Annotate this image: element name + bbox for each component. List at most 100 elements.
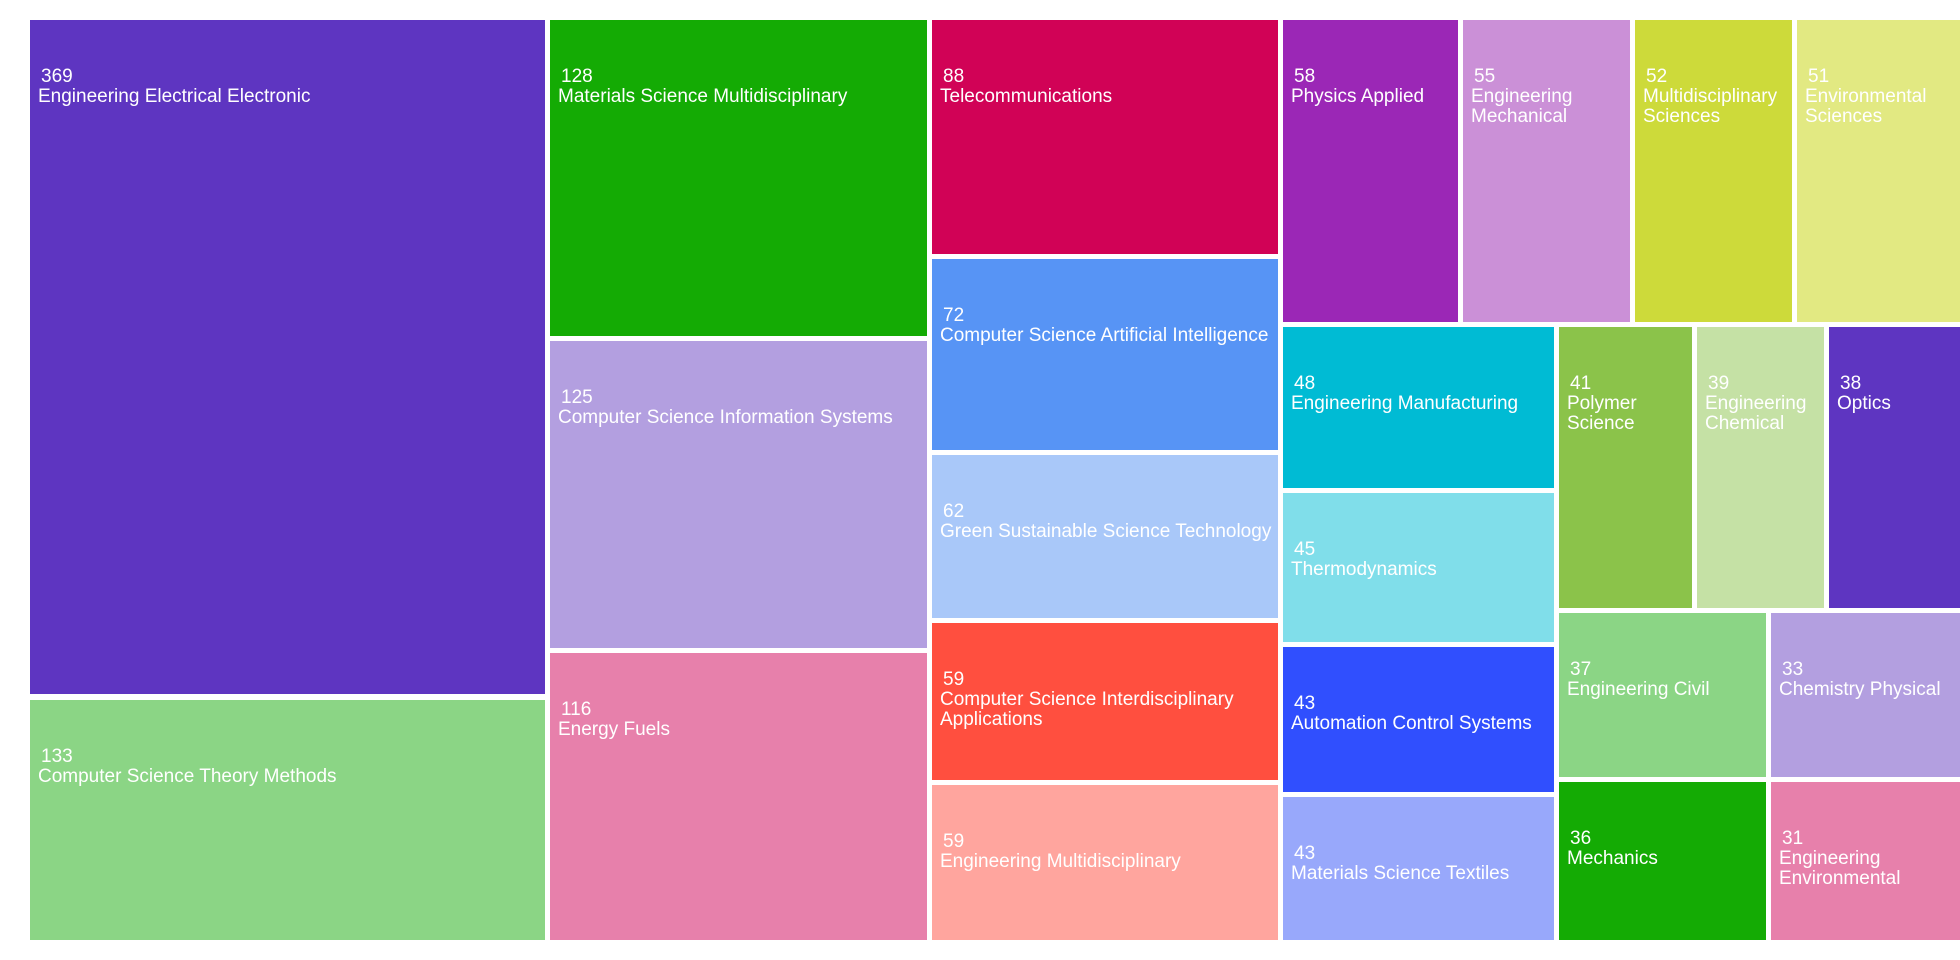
treemap-cell[interactable]: 125 Computer Science Information Systems (550, 341, 927, 648)
cell-label: 125 Computer Science Information Systems (558, 388, 927, 428)
cell-label: 51 Environmental Sciences (1805, 67, 1960, 127)
cell-label: 39 Engineering Chemical (1705, 374, 1824, 434)
cell-label: 37 Engineering Civil (1567, 660, 1766, 700)
cell-name: Telecommunications (940, 86, 1113, 107)
cell-name: Green Sustainable Science Technology (940, 521, 1272, 542)
cell-label: 41 Polymer Science (1567, 374, 1692, 434)
cell-label: 45 Thermodynamics (1291, 540, 1554, 580)
cell-name: Optics (1837, 393, 1891, 414)
cell-value: 125 (561, 387, 593, 408)
treemap-cell[interactable]: 88 Telecommunications (932, 20, 1278, 254)
cell-name: Mechanics (1567, 848, 1658, 869)
cell-label: 128 Materials Science Multidisciplinary (558, 67, 927, 107)
cell-label: 62 Green Sustainable Science Technology (940, 502, 1278, 542)
cell-value: 72 (943, 305, 965, 326)
cell-value: 43 (1294, 693, 1316, 714)
cell-label: 38 Optics (1837, 374, 1960, 414)
cell-label: 59 Engineering Multidisciplinary (940, 832, 1278, 872)
treemap-cell[interactable]: 48 Engineering Manufacturing (1283, 327, 1554, 488)
treemap-cell[interactable]: 128 Materials Science Multidisciplinary (550, 20, 927, 336)
cell-label: 72 Computer Science Artificial Intelligen… (940, 306, 1278, 346)
cell-label: 58 Physics Applied (1291, 67, 1458, 107)
cell-value: 369 (41, 66, 73, 87)
cell-value: 59 (943, 669, 965, 690)
cell-label: 36 Mechanics (1567, 829, 1766, 869)
cell-value: 59 (943, 831, 965, 852)
cell-name: Computer Science Information Systems (558, 407, 893, 428)
treemap-cell[interactable]: 38 Optics (1829, 327, 1960, 608)
cell-label: 55 Engineering Mechanical (1471, 67, 1630, 127)
cell-name: Engineering Civil (1567, 679, 1710, 700)
cell-value: 39 (1708, 373, 1730, 394)
cell-name: Environmental Sciences (1805, 86, 1932, 127)
cell-value: 128 (561, 66, 593, 87)
treemap-cell[interactable]: 33 Chemistry Physical (1771, 613, 1960, 777)
cell-name: Energy Fuels (558, 719, 670, 740)
cell-name: Chemistry Physical (1779, 679, 1941, 700)
cell-label: 31 Engineering Environmental (1779, 829, 1960, 889)
cell-value: 133 (41, 746, 73, 767)
cell-label: 88 Telecommunications (940, 67, 1278, 107)
cell-value: 43 (1294, 843, 1316, 864)
cell-value: 48 (1294, 373, 1316, 394)
treemap-cell[interactable]: 58 Physics Applied (1283, 20, 1458, 322)
cell-label: 48 Engineering Manufacturing (1291, 374, 1554, 414)
cell-label: 59 Computer Science Interdisciplinary App… (940, 670, 1278, 730)
cell-label: 33 Chemistry Physical (1779, 660, 1960, 700)
cell-value: 31 (1782, 828, 1804, 849)
cell-name: Automation Control Systems (1291, 713, 1532, 734)
cell-label: 43 Materials Science Textiles (1291, 844, 1554, 884)
treemap-cell[interactable]: 43 Automation Control Systems (1283, 647, 1554, 792)
cell-name: Engineering Multidisciplinary (940, 851, 1181, 872)
cell-value: 45 (1294, 539, 1316, 560)
cell-label: 52 Multidisciplinary Sciences (1643, 67, 1792, 127)
cell-name: Multidisciplinary Sciences (1643, 86, 1783, 127)
treemap-cell[interactable]: 43 Materials Science Textiles (1283, 797, 1554, 940)
cell-value: 37 (1570, 659, 1592, 680)
cell-name: Computer Science Theory Methods (38, 766, 337, 787)
treemap-cell[interactable]: 72 Computer Science Artificial Intelligen… (932, 259, 1278, 450)
cell-value: 36 (1570, 828, 1592, 849)
treemap-cell[interactable]: 36 Mechanics (1559, 782, 1766, 940)
cell-value: 55 (1474, 66, 1496, 87)
cell-label: 116 Energy Fuels (558, 700, 927, 740)
cell-name: Thermodynamics (1291, 559, 1437, 580)
cell-value: 51 (1808, 66, 1830, 87)
treemap-cell[interactable]: 369 Engineering Electrical Electronic (30, 20, 545, 694)
treemap-cell[interactable]: 39 Engineering Chemical (1697, 327, 1824, 608)
treemap-cell[interactable]: 55 Engineering Mechanical (1463, 20, 1630, 322)
cell-name: Computer Science Interdisciplinary Appli… (940, 689, 1238, 730)
cell-value: 38 (1840, 373, 1862, 394)
cell-name: Engineering Electrical Electronic (38, 86, 311, 107)
treemap-cell[interactable]: 41 Polymer Science (1559, 327, 1692, 608)
cell-value: 88 (943, 66, 965, 87)
cell-value: 58 (1294, 66, 1316, 87)
cell-name: Physics Applied (1291, 86, 1425, 107)
treemap-cell[interactable]: 59 Computer Science Interdisciplinary App… (932, 623, 1278, 780)
cell-label: 43 Automation Control Systems (1291, 694, 1554, 734)
treemap-cell[interactable]: 62 Green Sustainable Science Technology (932, 455, 1278, 618)
cell-label: 369 Engineering Electrical Electronic (38, 67, 545, 107)
cell-name: Computer Science Artificial Intelligence (940, 325, 1269, 346)
cell-name: Engineering Manufacturing (1291, 393, 1519, 414)
treemap-cell[interactable]: 52 Multidisciplinary Sciences (1635, 20, 1792, 322)
cell-value: 41 (1570, 373, 1592, 394)
cell-name: Polymer Science (1567, 393, 1642, 434)
cell-value: 52 (1646, 66, 1668, 87)
treemap-cell[interactable]: 45 Thermodynamics (1283, 493, 1554, 642)
treemap-cell[interactable]: 59 Engineering Multidisciplinary (932, 785, 1278, 940)
treemap-cell[interactable]: 116 Energy Fuels (550, 653, 927, 940)
cell-value: 62 (943, 501, 965, 522)
treemap-cell[interactable]: 51 Environmental Sciences (1797, 20, 1960, 322)
treemap-cell[interactable]: 31 Engineering Environmental (1771, 782, 1960, 940)
cell-name: Engineering Environmental (1779, 848, 1901, 889)
treemap-cell[interactable]: 133 Computer Science Theory Methods (30, 700, 545, 940)
cell-name: Materials Science Textiles (1291, 863, 1510, 884)
cell-value: 33 (1782, 659, 1804, 680)
cell-name: Materials Science Multidisciplinary (558, 86, 848, 107)
cell-value: 116 (561, 699, 592, 720)
cell-name: Engineering Mechanical (1471, 86, 1578, 127)
treemap-cell[interactable]: 37 Engineering Civil (1559, 613, 1766, 777)
cell-label: 133 Computer Science Theory Methods (38, 747, 545, 787)
